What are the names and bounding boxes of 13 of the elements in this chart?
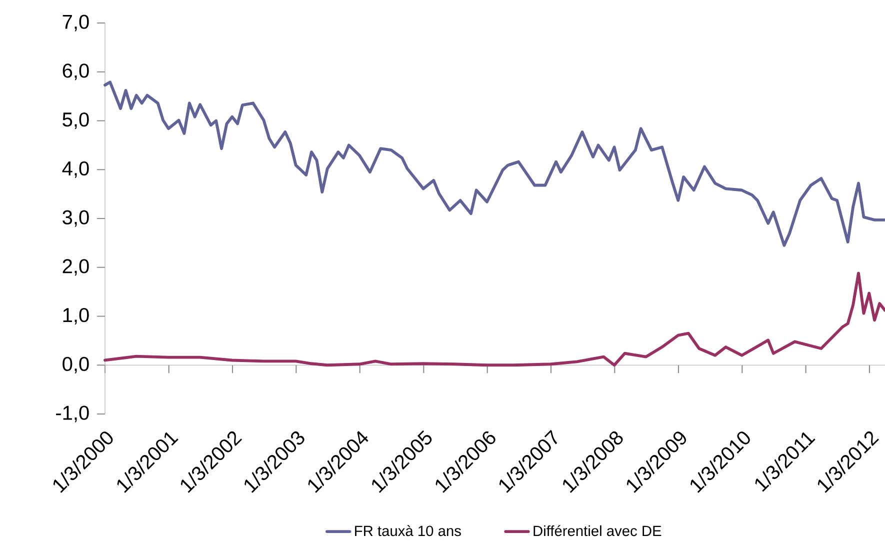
y-tick-label: 1,0	[63, 308, 89, 324]
y-tick-label: 4,0	[62, 161, 89, 178]
legend-label: Différentiel avec DE	[534, 525, 662, 536]
line-series	[104, 272, 885, 367]
y-tick-label: 2,0	[62, 259, 89, 276]
y-tick-label: 7,0	[62, 14, 89, 32]
y-tick-label: 5,0	[62, 112, 89, 129]
y-tick-label: 6,0	[62, 64, 89, 80]
line-series	[104, 80, 885, 247]
legend-label: FR tauxà 10 ans	[355, 525, 461, 536]
y-tick-label: 0,0	[62, 356, 89, 374]
y-tick-label: 3,0	[62, 210, 89, 227]
y-tick-label: -1,0	[56, 406, 89, 422]
